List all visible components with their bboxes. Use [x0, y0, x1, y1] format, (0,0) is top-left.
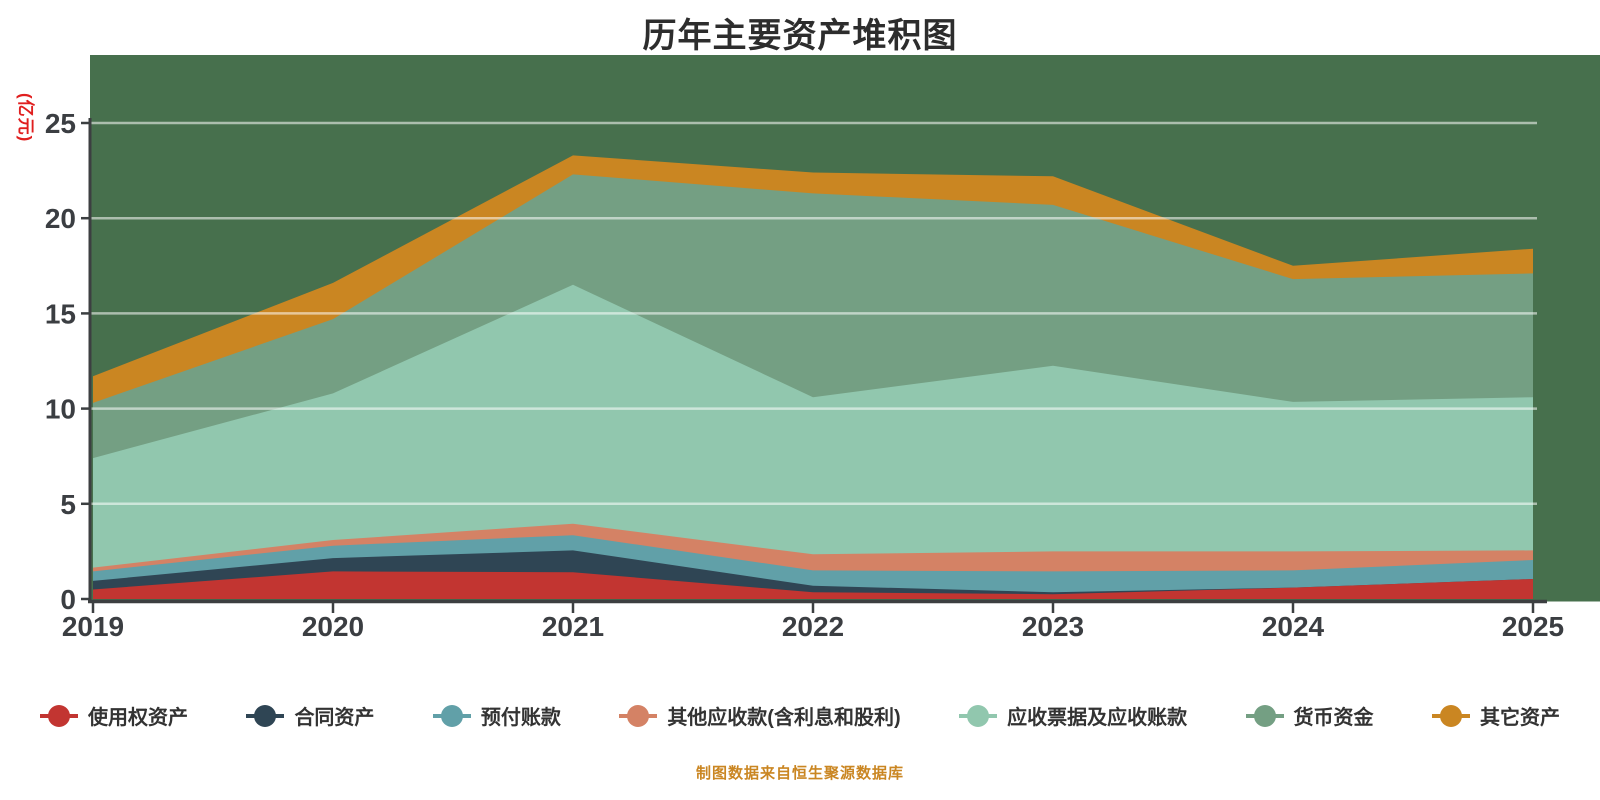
y-tick-label: 20 [45, 203, 76, 234]
x-tick-label: 2021 [542, 611, 604, 642]
x-tick-label: 2019 [62, 611, 124, 642]
legend-marker-icon [40, 704, 78, 728]
y-tick-label: 15 [45, 298, 76, 329]
legend-item-6[interactable]: 其它资产 [1431, 701, 1560, 730]
legend-marker-icon [1245, 704, 1284, 728]
legend-label: 预付账款 [480, 707, 561, 729]
area-series-0 [93, 571, 1533, 599]
legend-label: 合同资产 [294, 707, 375, 729]
area-series-4 [93, 284, 1533, 599]
data-source-note: 制图数据来自恒生聚源数据库 [695, 765, 904, 782]
y-tick-label: 5 [60, 489, 76, 520]
legend-item-2[interactable]: 预付账款 [432, 701, 561, 730]
legend-marker-icon [432, 704, 471, 728]
x-tick-label: 2024 [1262, 611, 1325, 642]
legend-label: 其他应收款(含利息和股利) [667, 707, 901, 729]
legend-item-5[interactable]: 货币资金 [1245, 701, 1374, 730]
legend-marker-icon [959, 704, 998, 728]
legend-marker-icon [246, 704, 285, 728]
page-title: 历年主要资产堆积图 [642, 17, 958, 55]
y-tick-label: 0 [60, 584, 76, 615]
x-tick-label: 2020 [302, 611, 364, 642]
legend-item-1[interactable]: 合同资产 [246, 701, 374, 730]
legend-label: 其它资产 [1479, 707, 1560, 729]
legend-marker-icon [1431, 704, 1470, 728]
x-tick-label: 2022 [782, 611, 844, 642]
x-tick-label: 2023 [1022, 611, 1084, 642]
chart-legend: 使用权资产 合同资产 预付账款 其他应收款(含利息和股利) 应收票据及应收账款 货币资金 其… [40, 701, 1560, 730]
y-tick-label: 10 [45, 394, 76, 425]
y-axis-unit-label: (亿元) [16, 93, 35, 143]
legend-label: 货币资金 [1293, 707, 1374, 729]
legend-marker-icon [619, 704, 658, 728]
y-tick-label: 25 [45, 108, 76, 139]
legend-item-4[interactable]: 应收票据及应收账款 [959, 701, 1187, 730]
legend-item-0[interactable]: 使用权资产 [40, 701, 188, 730]
legend-label: 应收票据及应收账款 [1007, 707, 1188, 729]
legend-label: 使用权资产 [88, 707, 188, 729]
x-tick-label: 2025 [1502, 611, 1564, 642]
legend-item-3[interactable]: 其他应收款(含利息和股利) [619, 701, 901, 730]
